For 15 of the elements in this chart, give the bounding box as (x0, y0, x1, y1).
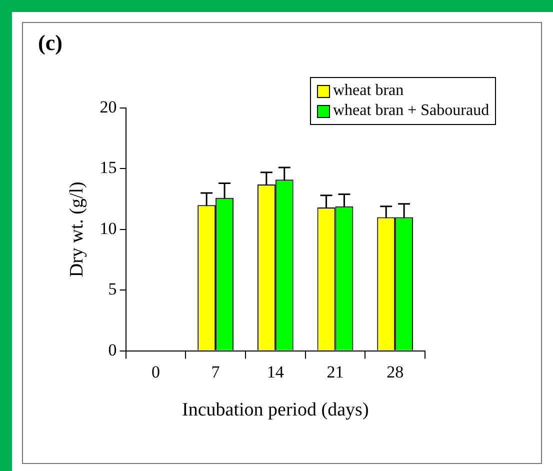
y-tick-label: 0 (108, 340, 117, 360)
y-tick-label: 10 (100, 218, 117, 238)
y-axis-title: Dry wt. (g/l) (66, 182, 88, 278)
y-tick-label: 20 (100, 97, 117, 116)
x-tick-label: 7 (211, 362, 220, 382)
chart-title: (c) (38, 30, 62, 56)
legend-label: wheat bran + Sabouraud (333, 101, 490, 121)
x-tick-label: 14 (266, 362, 284, 382)
y-tick-label: 15 (100, 158, 117, 178)
y-tick-label: 5 (108, 280, 117, 299)
x-tick-label: 28 (386, 362, 404, 382)
x-tick-label: 21 (326, 362, 344, 382)
x-tick-label: 0 (151, 362, 160, 382)
legend-label: wheat bran (333, 81, 404, 101)
x-axis-title: Incubation period (days) (182, 400, 369, 421)
